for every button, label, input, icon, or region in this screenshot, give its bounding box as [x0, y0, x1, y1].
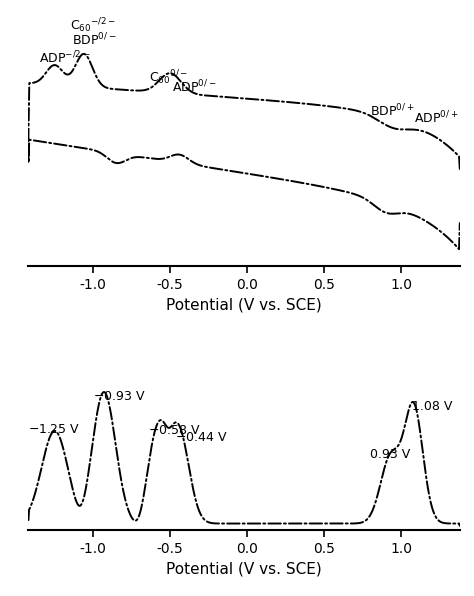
Text: $-$1.25 V: $-$1.25 V	[28, 423, 81, 436]
X-axis label: Potential (V vs. SCE): Potential (V vs. SCE)	[166, 561, 322, 576]
Text: BDP$^{0/-}$: BDP$^{0/-}$	[72, 32, 116, 48]
X-axis label: Potential (V vs. SCE): Potential (V vs. SCE)	[166, 297, 322, 313]
Text: BDP$^{0/+}$: BDP$^{0/+}$	[370, 103, 415, 120]
Text: ADP$^{0/+}$: ADP$^{0/+}$	[413, 110, 458, 126]
Text: ADP$^{-/2-}$: ADP$^{-/2-}$	[39, 50, 91, 67]
Text: C$_{60}$$^{0/-}$: C$_{60}$$^{0/-}$	[148, 68, 188, 86]
Text: C$_{60}$$^{-/2-}$: C$_{60}$$^{-/2-}$	[70, 17, 116, 35]
Text: $-$0.93 V: $-$0.93 V	[93, 390, 146, 403]
Text: $-$0.44 V: $-$0.44 V	[175, 432, 228, 444]
Text: 0.93 V: 0.93 V	[370, 448, 410, 461]
Text: ADP$^{0/-}$: ADP$^{0/-}$	[172, 78, 216, 95]
Text: $-$0.58 V: $-$0.58 V	[148, 424, 201, 437]
Text: 1.08 V: 1.08 V	[412, 399, 452, 412]
